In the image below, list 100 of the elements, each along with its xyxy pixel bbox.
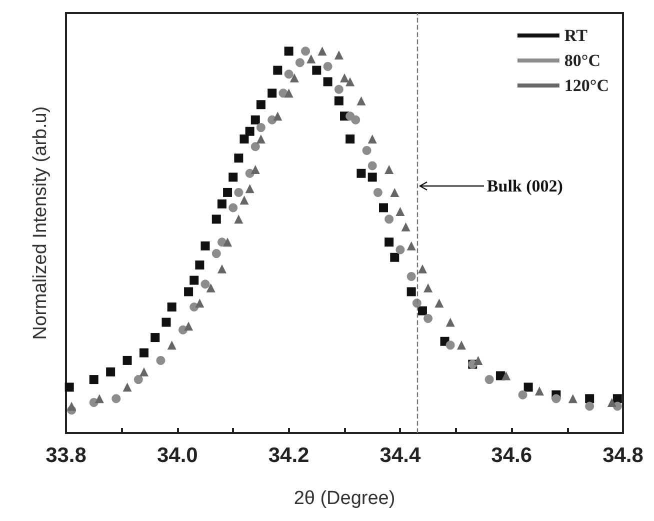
point bbox=[212, 214, 221, 224]
point bbox=[256, 134, 266, 144]
point bbox=[295, 58, 304, 68]
point bbox=[312, 66, 322, 75]
point bbox=[67, 402, 76, 411]
point bbox=[334, 50, 344, 60]
point bbox=[340, 73, 349, 82]
point bbox=[167, 302, 176, 312]
point bbox=[390, 252, 400, 262]
point bbox=[418, 306, 427, 316]
point bbox=[524, 382, 533, 392]
point bbox=[167, 340, 176, 350]
point bbox=[368, 172, 377, 182]
point bbox=[284, 88, 294, 98]
point bbox=[406, 241, 416, 250]
point bbox=[223, 188, 232, 197]
point bbox=[384, 165, 394, 174]
point bbox=[406, 272, 416, 281]
point bbox=[334, 96, 344, 106]
legend-label: 120°C bbox=[564, 76, 610, 95]
point bbox=[534, 386, 544, 396]
point bbox=[356, 168, 366, 178]
y-axis-title: Normalized Intensity (arb.u) bbox=[30, 106, 51, 340]
point bbox=[434, 298, 444, 308]
point bbox=[195, 260, 204, 270]
point bbox=[256, 100, 266, 110]
point bbox=[122, 382, 132, 392]
legend-label: 80°C bbox=[564, 51, 601, 70]
point bbox=[301, 46, 310, 56]
point bbox=[334, 84, 344, 94]
x-tick-label: 34.2 bbox=[268, 444, 310, 467]
point bbox=[368, 134, 377, 144]
point bbox=[318, 46, 327, 56]
point bbox=[424, 314, 433, 323]
x-tick-label: 33.8 bbox=[46, 444, 87, 467]
point bbox=[234, 188, 244, 197]
legend-label: RT bbox=[564, 26, 588, 45]
point bbox=[240, 196, 249, 205]
point bbox=[184, 322, 194, 331]
point bbox=[150, 333, 160, 342]
point bbox=[346, 77, 355, 86]
point bbox=[195, 298, 204, 308]
point bbox=[184, 287, 194, 296]
point bbox=[234, 214, 244, 224]
point bbox=[585, 402, 594, 411]
point bbox=[290, 73, 299, 82]
point bbox=[612, 394, 622, 404]
point bbox=[245, 126, 254, 136]
point bbox=[240, 134, 249, 144]
point bbox=[418, 264, 427, 274]
point bbox=[64, 382, 74, 392]
point bbox=[568, 394, 578, 404]
point bbox=[250, 142, 260, 152]
point bbox=[200, 241, 210, 250]
point bbox=[250, 165, 260, 174]
point bbox=[112, 394, 121, 404]
point bbox=[607, 398, 616, 407]
point bbox=[384, 214, 394, 224]
point bbox=[356, 96, 366, 106]
point bbox=[268, 88, 277, 98]
point bbox=[368, 161, 377, 170]
point bbox=[323, 62, 332, 71]
point bbox=[217, 199, 226, 208]
point bbox=[396, 207, 405, 216]
point bbox=[306, 54, 316, 64]
point bbox=[446, 340, 455, 350]
point bbox=[106, 367, 116, 376]
point bbox=[256, 123, 266, 132]
point bbox=[362, 146, 372, 155]
point bbox=[234, 154, 244, 163]
point bbox=[245, 184, 254, 194]
point bbox=[273, 66, 282, 75]
point bbox=[446, 318, 455, 327]
point bbox=[228, 203, 238, 212]
ref-line-label: Bulk (002) bbox=[486, 176, 563, 196]
point bbox=[346, 134, 355, 144]
point bbox=[585, 394, 594, 404]
point bbox=[139, 367, 148, 376]
point bbox=[284, 46, 294, 56]
point bbox=[162, 318, 171, 327]
point bbox=[351, 115, 360, 124]
point bbox=[200, 280, 210, 289]
point bbox=[206, 283, 216, 292]
point bbox=[273, 112, 282, 121]
point bbox=[456, 340, 466, 350]
point bbox=[217, 264, 226, 274]
point bbox=[484, 375, 494, 384]
point bbox=[502, 371, 511, 380]
x-tick-label: 34.4 bbox=[380, 444, 421, 467]
point bbox=[474, 356, 483, 365]
point bbox=[552, 394, 561, 404]
point bbox=[223, 238, 232, 247]
point bbox=[156, 356, 166, 365]
point bbox=[401, 222, 410, 232]
point bbox=[284, 70, 294, 79]
point bbox=[373, 188, 382, 197]
point bbox=[424, 283, 433, 292]
point bbox=[122, 356, 132, 365]
point bbox=[378, 203, 388, 212]
point bbox=[323, 77, 332, 86]
